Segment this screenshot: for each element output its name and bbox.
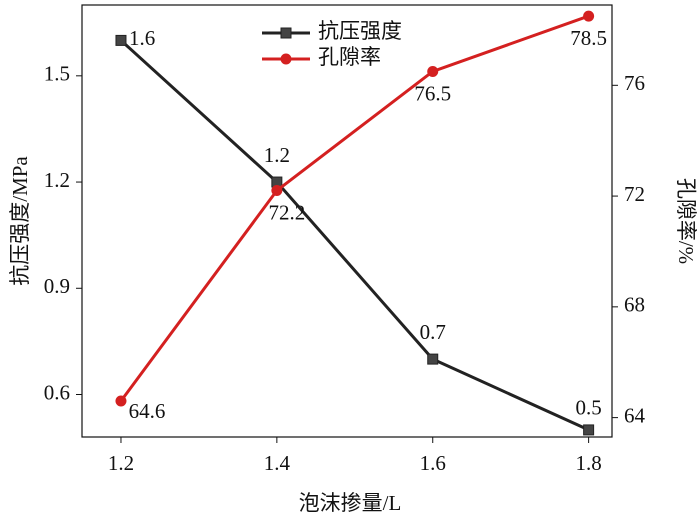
data-label: 0.5 <box>575 396 601 420</box>
data-point <box>583 424 595 436</box>
y-tick-label: 0.6 <box>44 380 70 404</box>
data-label: 1.2 <box>264 143 290 167</box>
x-tick-label: 1.4 <box>264 451 291 475</box>
data-label: 78.5 <box>570 26 607 50</box>
data-label: 0.7 <box>420 320 446 344</box>
x-tick-label: 1.6 <box>420 451 446 475</box>
series-line <box>119 39 590 432</box>
legend-label: 孔隙率 <box>318 45 381 69</box>
y-axis-label: 抗压强度/MPa <box>8 156 32 286</box>
data-label: 72.2 <box>268 200 305 224</box>
y-tick-label: 0.9 <box>44 274 70 298</box>
y2-axis-label: 孔隙率/% <box>674 178 698 264</box>
data-point <box>271 185 283 197</box>
data-point <box>115 395 127 407</box>
y-tick-label: 1.5 <box>44 62 70 86</box>
x-tick-label: 1.2 <box>108 451 134 475</box>
data-label: 64.6 <box>129 399 166 423</box>
y2-tick-label: 72 <box>624 182 645 206</box>
plot-frame <box>81 4 613 438</box>
y2-tick-label: 68 <box>624 293 645 317</box>
y2-tick-label: 64 <box>624 403 646 427</box>
data-label: 76.5 <box>414 81 451 105</box>
y2-tick-label: 76 <box>624 71 645 95</box>
legend-marker <box>280 53 292 65</box>
series-line <box>119 14 590 402</box>
data-point <box>427 65 439 77</box>
x-axis-label: 泡沫掺量/L <box>299 491 402 515</box>
data-point <box>427 353 439 365</box>
legend-label: 抗压强度 <box>318 19 402 43</box>
data-point <box>583 10 595 22</box>
data-point <box>115 34 127 46</box>
x-tick-label: 1.8 <box>575 451 601 475</box>
data-label: 1.6 <box>129 26 155 50</box>
legend-marker <box>280 27 292 39</box>
y-tick-label: 1.2 <box>44 168 70 192</box>
